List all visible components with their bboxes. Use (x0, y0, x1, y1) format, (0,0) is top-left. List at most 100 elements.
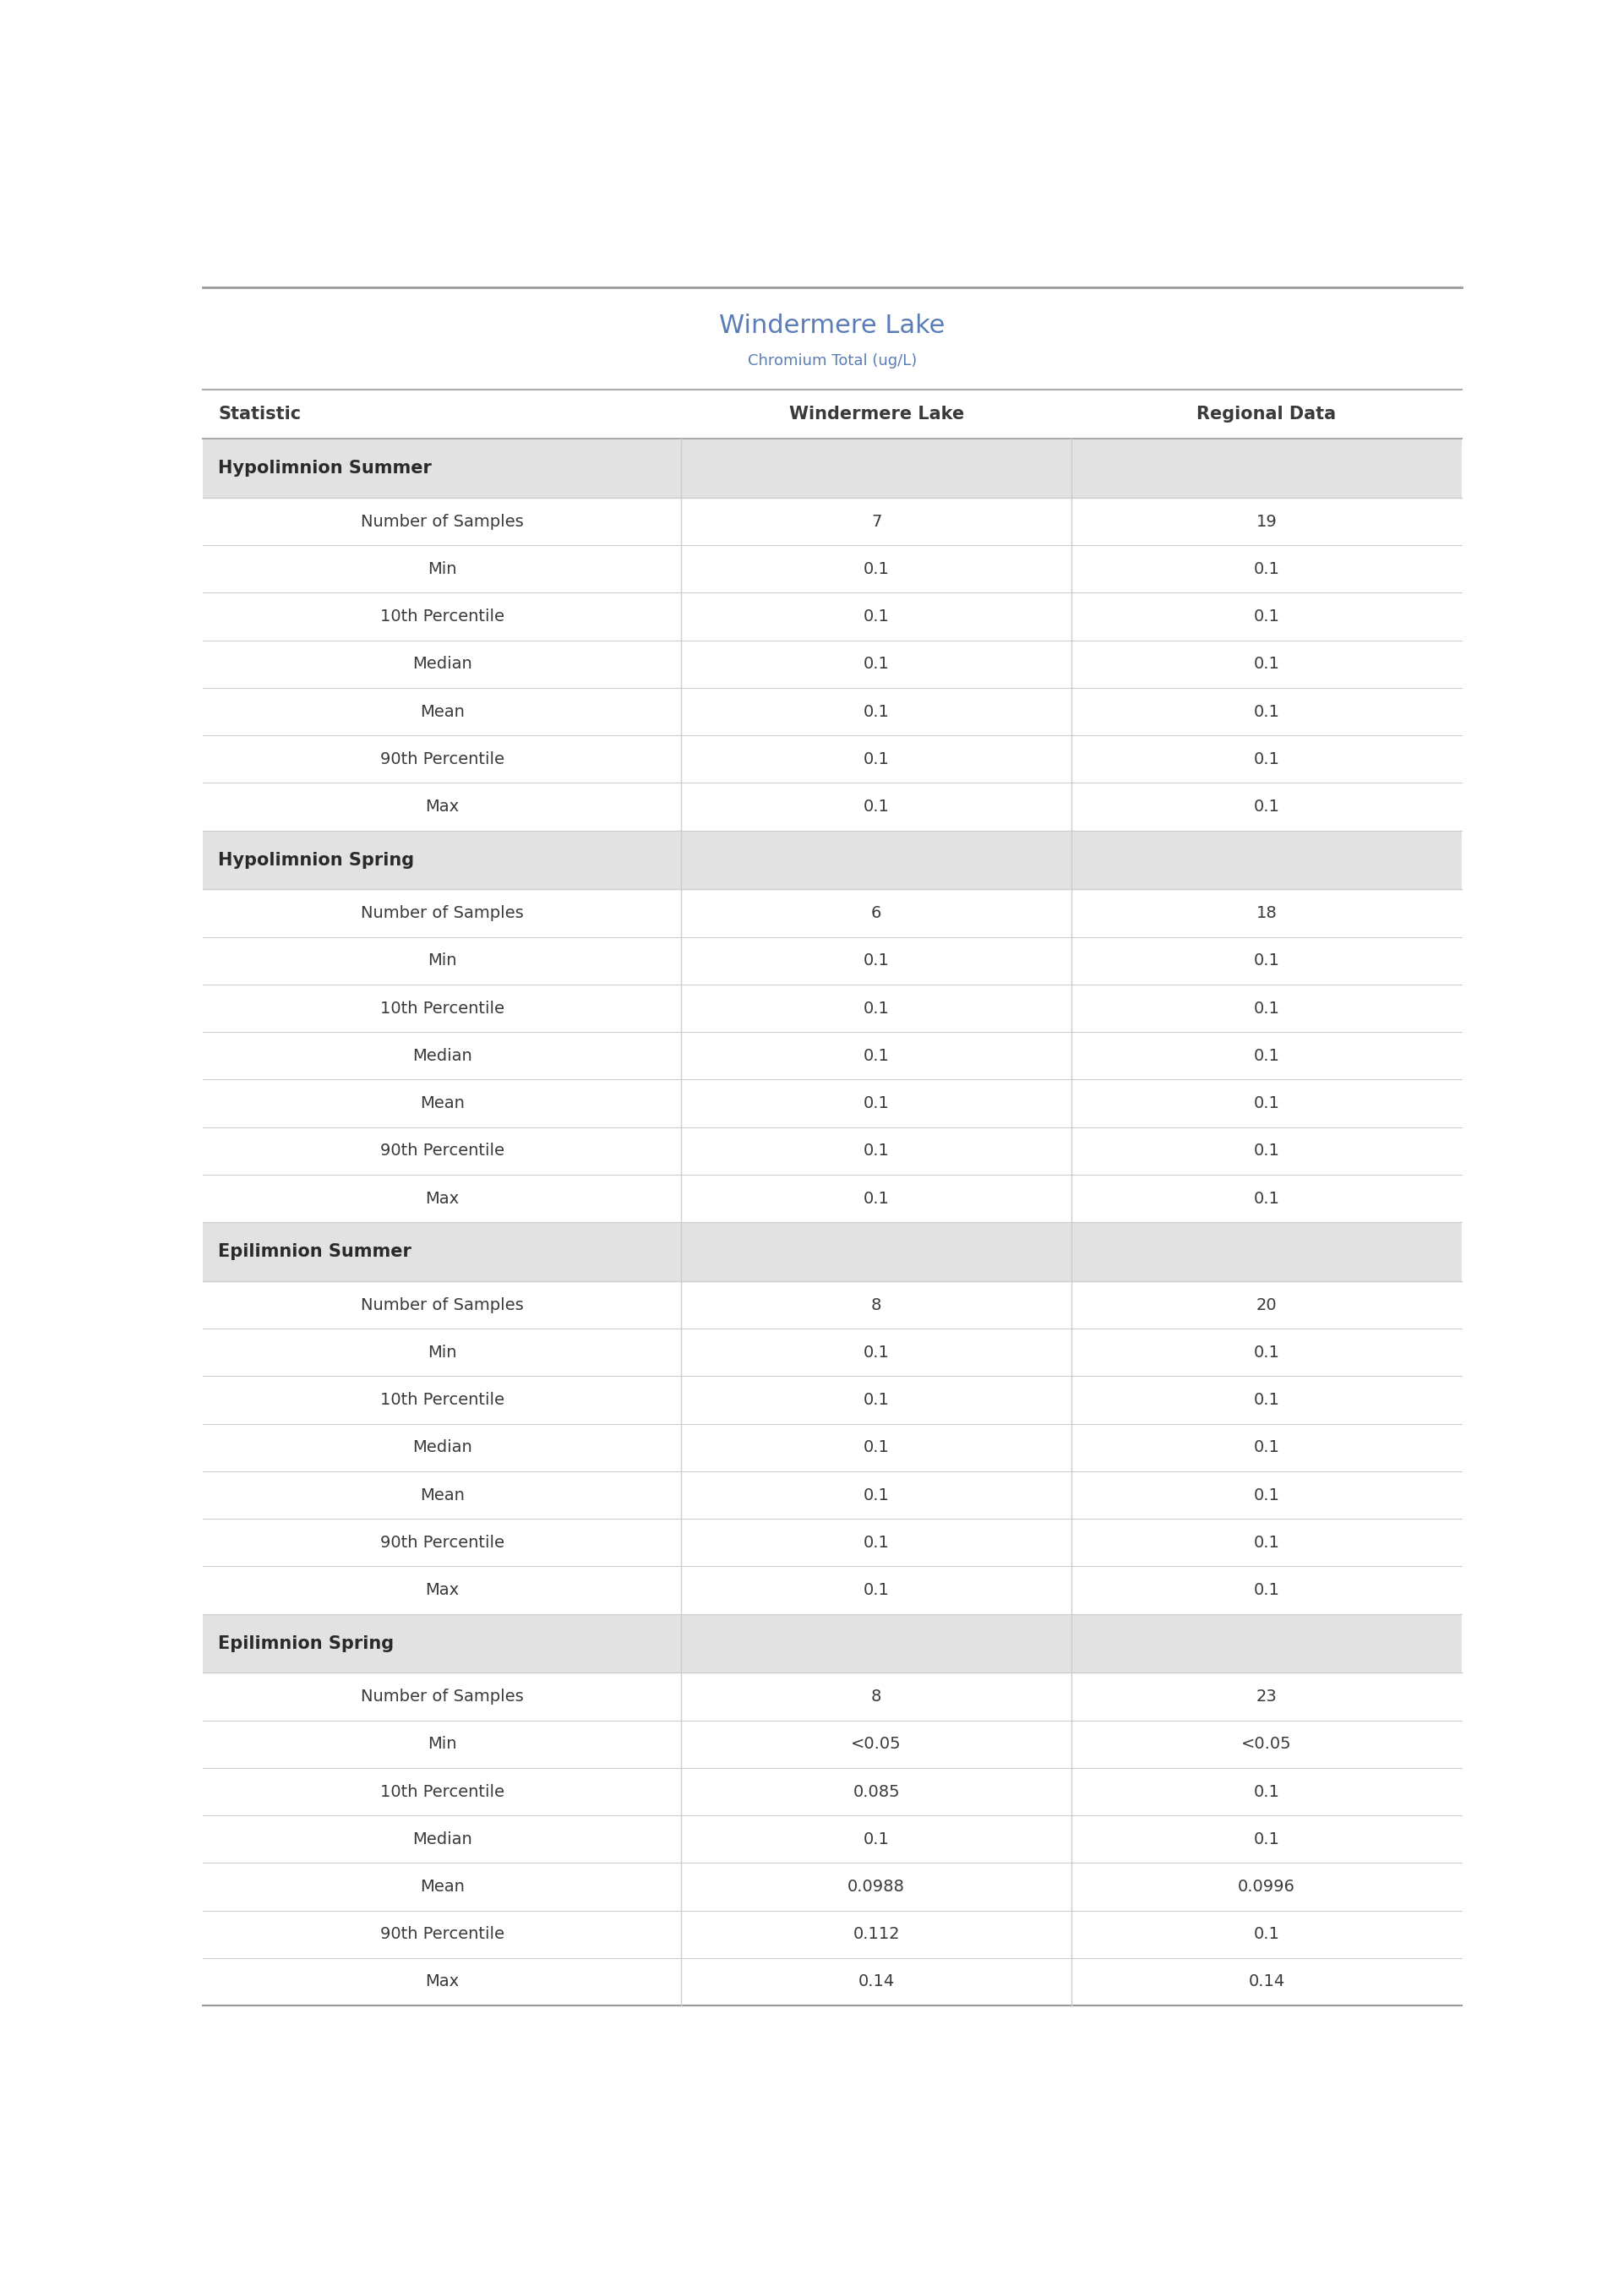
Text: 0.1: 0.1 (864, 1832, 890, 1848)
Text: 7: 7 (870, 513, 882, 529)
Text: Windermere Lake: Windermere Lake (719, 313, 945, 338)
Text: Epilimnion Summer: Epilimnion Summer (218, 1244, 411, 1260)
Bar (203, 938, 1462, 985)
Text: Median: Median (412, 1049, 473, 1065)
Text: 8: 8 (870, 1689, 882, 1705)
Text: Max: Max (425, 1582, 460, 1598)
Text: 10th Percentile: 10th Percentile (380, 1001, 503, 1017)
Text: 23: 23 (1255, 1689, 1276, 1705)
Text: 0.1: 0.1 (864, 1487, 890, 1503)
Text: 0.1: 0.1 (1254, 1189, 1280, 1205)
Text: 0.0996: 0.0996 (1237, 1880, 1296, 1895)
Bar (203, 985, 1462, 1033)
Text: 0.1: 0.1 (1254, 1927, 1280, 1943)
Text: 0.1: 0.1 (864, 1582, 890, 1598)
Text: 10th Percentile: 10th Percentile (380, 1392, 503, 1407)
Text: Min: Min (427, 953, 456, 969)
Text: 0.1: 0.1 (864, 1344, 890, 1360)
Text: 10th Percentile: 10th Percentile (380, 1784, 503, 1800)
Text: 0.14: 0.14 (1249, 1973, 1285, 1991)
Bar (203, 1128, 1462, 1174)
Text: 90th Percentile: 90th Percentile (380, 1535, 503, 1550)
Text: Hypolimnion Spring: Hypolimnion Spring (218, 851, 414, 869)
Text: 0.1: 0.1 (1254, 1142, 1280, 1160)
Bar (203, 1174, 1462, 1221)
Bar (203, 1081, 1462, 1128)
Text: 18: 18 (1255, 906, 1276, 922)
Text: Mean: Mean (419, 704, 464, 720)
Bar (203, 1816, 1462, 1864)
Bar (203, 1566, 1462, 1614)
Bar (203, 390, 1462, 438)
Text: 0.1: 0.1 (1254, 1001, 1280, 1017)
Text: Max: Max (425, 1189, 460, 1205)
Bar (203, 1376, 1462, 1423)
Text: 0.1: 0.1 (864, 1096, 890, 1112)
Text: 0.112: 0.112 (853, 1927, 900, 1943)
Text: 0.1: 0.1 (864, 656, 890, 672)
Text: Max: Max (425, 1973, 460, 1991)
Text: Max: Max (425, 799, 460, 815)
Bar (203, 890, 1462, 938)
Text: 0.1: 0.1 (864, 1142, 890, 1160)
Text: 6: 6 (870, 906, 882, 922)
Text: 0.1: 0.1 (1254, 1392, 1280, 1407)
Bar (203, 640, 1462, 688)
Text: <0.05: <0.05 (851, 1737, 901, 1752)
Text: 0.1: 0.1 (864, 1439, 890, 1455)
Text: Hypolimnion Summer: Hypolimnion Summer (218, 461, 432, 477)
Text: Min: Min (427, 1737, 456, 1752)
Text: 10th Percentile: 10th Percentile (380, 608, 503, 624)
Text: Mean: Mean (419, 1880, 464, 1895)
Text: Min: Min (427, 1344, 456, 1360)
Text: 0.1: 0.1 (1254, 656, 1280, 672)
Text: Min: Min (427, 561, 456, 577)
Text: Regional Data: Regional Data (1197, 406, 1337, 422)
Bar (203, 1280, 1462, 1328)
Text: Number of Samples: Number of Samples (361, 1296, 523, 1312)
Text: 90th Percentile: 90th Percentile (380, 1927, 503, 1943)
Text: Mean: Mean (419, 1096, 464, 1112)
Bar (203, 1721, 1462, 1768)
Text: 0.085: 0.085 (853, 1784, 900, 1800)
Text: 0.1: 0.1 (1254, 751, 1280, 767)
Text: 8: 8 (870, 1296, 882, 1312)
Text: 0.1: 0.1 (1254, 1535, 1280, 1550)
Text: 0.1: 0.1 (1254, 1582, 1280, 1598)
Bar (203, 1673, 1462, 1721)
Bar (203, 545, 1462, 592)
Bar (203, 497, 1462, 545)
Text: 0.1: 0.1 (1254, 1096, 1280, 1112)
Text: 0.1: 0.1 (1254, 608, 1280, 624)
Bar (203, 592, 1462, 640)
Text: 0.1: 0.1 (1254, 1832, 1280, 1848)
Bar (203, 286, 1462, 390)
Text: 0.1: 0.1 (864, 751, 890, 767)
Bar (203, 1959, 1462, 2007)
Text: Windermere Lake: Windermere Lake (789, 406, 965, 422)
Text: 0.1: 0.1 (1254, 561, 1280, 577)
Text: 0.1: 0.1 (1254, 1344, 1280, 1360)
Text: 0.1: 0.1 (864, 1049, 890, 1065)
Text: Chromium Total (ug/L): Chromium Total (ug/L) (747, 354, 918, 368)
Bar (203, 1911, 1462, 1959)
Text: 0.1: 0.1 (864, 1392, 890, 1407)
Text: 0.1: 0.1 (864, 1189, 890, 1205)
Text: 0.1: 0.1 (864, 561, 890, 577)
Text: Number of Samples: Number of Samples (361, 1689, 523, 1705)
Text: 0.1: 0.1 (864, 953, 890, 969)
Bar (203, 1614, 1462, 1673)
Bar (203, 1768, 1462, 1816)
Bar (203, 1423, 1462, 1471)
Bar (203, 1471, 1462, 1519)
Text: Number of Samples: Number of Samples (361, 513, 523, 529)
Bar (203, 783, 1462, 831)
Bar (203, 438, 1462, 497)
Text: 0.0988: 0.0988 (848, 1880, 905, 1895)
Text: 0.14: 0.14 (857, 1973, 895, 1991)
Bar (203, 1221, 1462, 1280)
Text: 90th Percentile: 90th Percentile (380, 1142, 503, 1160)
Text: 0.1: 0.1 (1254, 1487, 1280, 1503)
Bar (203, 688, 1462, 735)
Bar (203, 1519, 1462, 1566)
